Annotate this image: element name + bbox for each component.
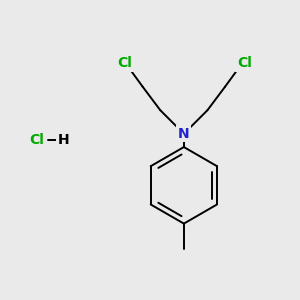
Text: Cl: Cl bbox=[29, 133, 44, 147]
Text: Cl: Cl bbox=[237, 56, 252, 70]
Text: Cl: Cl bbox=[118, 56, 132, 70]
Text: H: H bbox=[57, 133, 69, 147]
Text: N: N bbox=[178, 127, 190, 141]
